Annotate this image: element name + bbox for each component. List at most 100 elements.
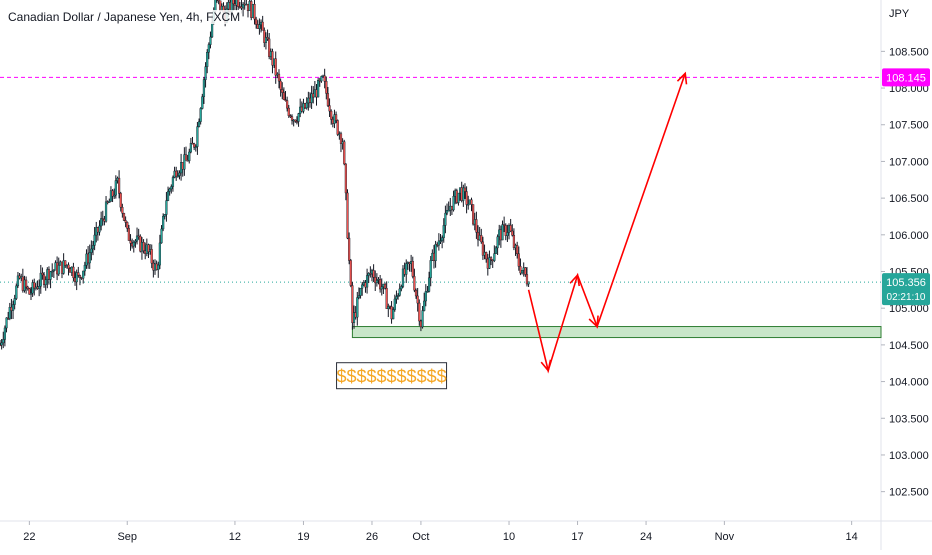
candle [297,112,300,127]
candle [166,186,170,202]
candle [305,97,308,110]
candle [442,218,445,243]
candle-body [387,306,390,309]
candle [264,32,268,50]
candle-body [162,216,165,230]
candle-body [418,302,421,322]
projection-arrowhead [540,359,552,373]
candle-body [119,193,122,208]
candle [429,256,432,287]
candle [171,175,175,192]
candle [485,251,488,263]
candle-body [0,342,3,346]
candle-body [33,282,36,289]
candle [0,339,3,350]
candle [15,283,18,301]
y-tick-label: 107.000 [889,156,929,168]
candle-body [83,264,86,272]
candle [178,170,181,180]
candle-body [349,260,352,286]
candles [0,0,530,350]
candle [348,232,351,265]
candle [147,243,150,259]
candle-body [150,249,153,264]
x-tick-label: 14 [846,531,858,543]
candle-body [28,288,31,295]
candle [57,257,60,277]
x-tick-label: Nov [715,531,735,543]
candle-body [414,289,418,297]
candle [124,216,127,228]
candle [33,278,36,296]
candle-body [447,210,450,212]
candle-body [147,244,150,252]
candle [441,235,444,249]
candle-body [504,225,507,236]
candle [359,287,362,299]
candle-body [88,252,91,264]
candle-body [202,79,206,97]
candle [343,139,346,166]
candle [374,270,377,292]
candle [237,0,240,10]
candle [78,274,82,286]
candle [365,268,369,294]
candle [232,0,235,11]
candle-body [520,270,524,274]
candle-body [210,22,214,38]
y-tick-label: 105.000 [889,303,929,315]
candle [310,85,313,109]
candle [184,146,188,161]
candle [325,76,328,100]
candle [527,281,530,287]
candle [72,262,75,282]
candle [263,27,266,48]
y-tick-label: 107.500 [889,120,929,132]
candle [346,189,349,240]
candle-body [67,264,70,269]
candle [207,42,210,60]
candle [75,269,78,291]
candle [62,253,65,275]
candle [41,267,44,280]
candle [493,245,496,263]
candle-body [493,253,496,261]
candle [516,241,519,259]
candle-body [77,272,80,276]
candle [241,1,245,17]
candle [209,31,212,49]
candle-body [506,232,509,236]
candle [126,221,129,232]
candle [475,211,478,239]
candle-body [111,190,114,197]
candle-body [279,80,282,90]
candle-body [49,271,52,280]
last-price-label: 105.356 02:21:10 [882,273,930,306]
candle [379,275,382,293]
candle-body [194,146,197,148]
candle-body [519,266,522,274]
candle-body [339,133,343,144]
candle-body [485,252,488,260]
candle [447,201,450,212]
candle-body [467,203,470,206]
candle [132,240,135,253]
candle [165,191,168,222]
candle-body [160,228,163,244]
candle [520,270,524,275]
candle [266,29,269,41]
candle [196,122,199,155]
candle-body [383,283,387,289]
candle-body [416,295,419,304]
candle-body [421,310,424,328]
candle-body [328,105,331,112]
candle-body [351,285,354,323]
candle [439,234,442,244]
candle [193,142,196,151]
candle-body [297,113,300,122]
candle [127,224,130,241]
candle [421,306,424,329]
candle-body [168,188,171,192]
